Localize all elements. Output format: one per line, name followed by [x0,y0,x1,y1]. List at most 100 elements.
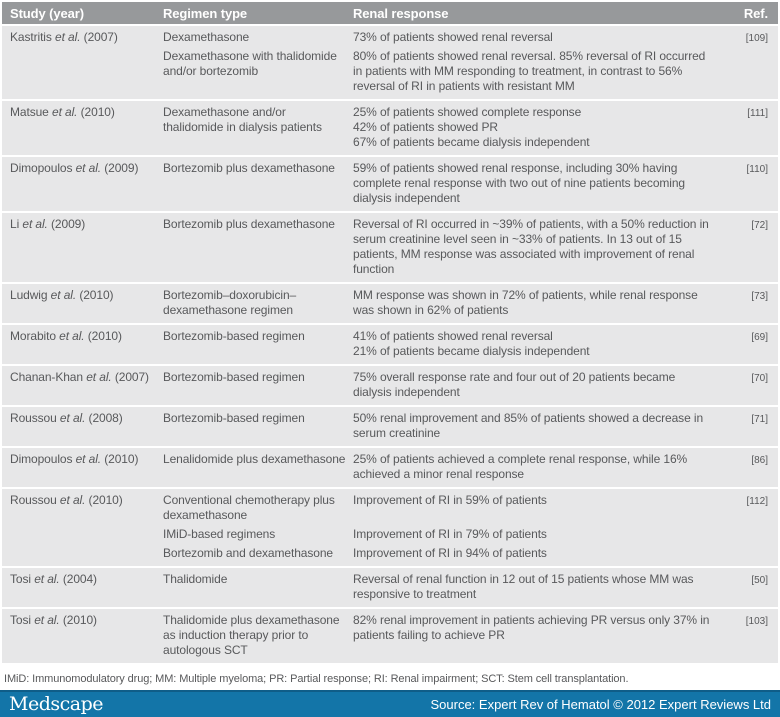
study-year: (2010) [77,105,115,119]
regimen-cell: Thalidomide [163,572,228,586]
study-cell: Kastritis et al. (2007) [2,30,163,94]
study-year: (2010) [101,452,139,466]
table-entry: Lenalidomide plus dexamethasone 25% of pa… [163,452,726,482]
response-line: MM response was shown in 72% of patients… [353,288,698,317]
study-etal: et al. [59,329,85,343]
source-credit: Source: Expert Rev of Hematol © 2012 Exp… [430,697,771,712]
study-etal: et al. [75,452,102,466]
study-year: (2007) [111,370,149,384]
study-cell: Tosi et al. (2010) [2,613,163,658]
entries: Bortezomib plus dexamethasone Reversal of… [163,217,726,277]
table-row-group: Tosi et al. (2004) Thalidomide Reversal of… [2,568,778,607]
table-entry: IMiD-based regimens Improvement of RI in … [163,527,726,542]
study-year: (2010) [59,613,97,627]
study-year: (2010) [85,493,123,507]
study-year: (2009) [47,217,86,231]
regimen-cell: IMiD-based regimens [163,527,276,541]
response-cell: MM response was shown in 72% of patients… [353,288,726,318]
regimen-cell: Lenalidomide plus dexamethasone [163,452,346,466]
study-etal: et al. [22,217,48,231]
table-row-group: Dimopoulos et al. (2009) Bortezomib plus … [2,157,778,211]
entries: Thalidomide Reversal of renal function in… [163,572,726,602]
response-line: 42% of patients showed PR [353,120,498,134]
study-etal: et al. [34,572,60,586]
abbreviations-footnote: IMiD: Immunomodulatory drug; MM: Multipl… [0,668,780,690]
regimen-cell: Bortezomib-based regimen [163,411,305,425]
table-entry: Bortezomib plus dexamethasone 59% of pati… [163,161,726,206]
entries: Conventional chemotherapy plus dexametha… [163,493,726,561]
table-entry: Dexamethasone 73% of patients showed rena… [163,30,726,45]
regimen-cell: Bortezomib-based regimen [163,370,305,384]
study-cell: Roussou et al. (2008) [2,411,163,441]
table-entry: Thalidomide plus dexamethasone as induct… [163,613,726,658]
col-header-regimen: Regimen type [163,6,248,21]
regimen-cell: Dexamethasone with thalidomide and/or bo… [163,49,337,78]
regimen-cell: Dexamethasone and/or thalidomide in dial… [163,105,322,134]
response-cell: Reversal of renal function in 12 out of … [353,572,726,602]
entries: Bortezomib–doxorubicin–dexamethasone reg… [163,288,726,318]
study-name: Li [10,217,23,231]
col-header-study: Study (year) [10,6,84,21]
study-cell: Chanan-Khan et al. (2007) [2,370,163,400]
response-line: 75% overall response rate and four out o… [353,370,676,399]
table-row-group: Tosi et al. (2010) Thalidomide plus dexam… [2,609,778,663]
study-name: Roussou [10,411,60,425]
study-name: Dimopoulos [10,161,76,175]
table-row-group: Matsue et al. (2010) Dexamethasone and/or… [2,101,778,155]
table-row-group: Roussou et al. (2010) Conventional chemot… [2,489,778,566]
regimen-cell: Bortezomib plus dexamethasone [163,217,335,231]
response-line: 82% renal improvement in patients achiev… [353,613,710,642]
ref-label: [72] [751,220,768,231]
table-entry: Thalidomide Reversal of renal function in… [163,572,726,602]
study-name: Tosi [10,613,35,627]
study-etal: et al. [52,105,78,119]
study-year: (2007) [80,30,118,44]
study-cell: Dimopoulos et al. (2009) [2,161,163,206]
study-name: Ludwig [10,288,51,302]
response-line: Reversal of renal function in 12 out of … [353,572,694,601]
entries: Bortezomib-based regimen 41% of patients … [163,329,726,359]
table-entry: Bortezomib-based regimen 50% renal improv… [163,411,726,441]
response-cell: 25% of patients achieved a complete rena… [353,452,726,482]
study-cell: Dimopoulos et al. (2010) [2,452,163,482]
entries: Thalidomide plus dexamethasone as induct… [163,613,726,658]
regimen-cell: Bortezomib and dexamethasone [163,546,333,560]
response-line: Improvement of RI in 59% of patients [353,493,547,507]
regimen-cell: Thalidomide plus dexamethasone as induct… [163,613,340,657]
study-etal: et al. [86,370,112,384]
response-line: 21% of patients became dialysis independ… [353,344,590,358]
regimen-cell: Dexamethasone [163,30,250,44]
study-name: Morabito [10,329,60,343]
ref-label: [50] [751,575,768,586]
footer-bar: Medscape Source: Expert Rev of Hematol ©… [0,690,780,717]
ref-label: [86] [751,455,768,466]
col-header-ref: Ref. [743,6,768,21]
study-cell: Li et al. (2009) [2,217,163,277]
medscape-logo: Medscape [9,693,104,715]
study-etal: et al. [59,411,86,425]
response-cell: 50% renal improvement and 85% of patient… [353,411,726,441]
study-name: Kastritis [10,30,56,44]
response-line: 80% of patients showed renal reversal. 8… [353,49,706,93]
ref-label: [69] [751,332,768,343]
study-cell: Matsue et al. (2010) [2,105,163,150]
response-line: 73% of patients showed renal reversal [353,30,553,44]
study-year: (2010) [84,329,122,343]
table-header-row: Study (year) Regimen type Renal response… [2,2,778,24]
table-entry: Bortezomib plus dexamethasone Reversal of… [163,217,726,277]
response-line: 25% of patients showed complete response [353,105,582,119]
study-name: Roussou [10,493,60,507]
study-cell: Ludwig et al. (2010) [2,288,163,318]
entries: Lenalidomide plus dexamethasone 25% of pa… [163,452,726,482]
response-cell: 73% of patients showed renal reversal [353,30,726,45]
study-etal: et al. [34,613,60,627]
study-year: (2010) [76,288,114,302]
regimen-cell: Bortezomib-based regimen [163,329,305,343]
ref-label: [110] [746,164,769,175]
study-etal: et al. [75,161,102,175]
table-entry: Conventional chemotherapy plus dexametha… [163,493,726,523]
study-name: Matsue [10,105,52,119]
renal-response-table: Study (year) Regimen type Renal response… [2,2,778,663]
table-row-group: Ludwig et al. (2010) Bortezomib–doxorubic… [2,284,778,323]
response-cell: Reversal of RI occurred in ~39% of patie… [353,217,726,277]
